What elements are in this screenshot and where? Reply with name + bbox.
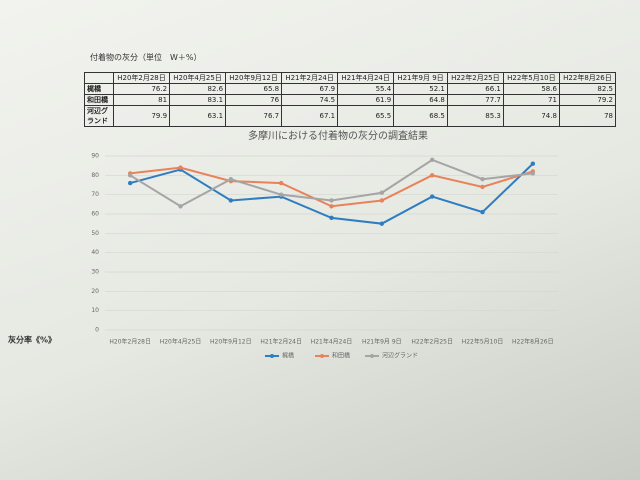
point [127, 173, 133, 178]
point [228, 177, 234, 182]
y-tick-label: 80 [91, 172, 99, 179]
legend-dot [320, 354, 324, 358]
point [127, 180, 133, 186]
legend-label: 和田橋 [332, 352, 350, 360]
data-table: H20年2月28日 H20年4月25日 H20年9月12日 H21年2月24日 H21年… [84, 72, 617, 127]
table-caption: 付着物の灰分（単位 W＋%） [90, 53, 202, 62]
cell: 68.5 [393, 105, 448, 127]
point [379, 221, 385, 226]
y-tick-label: 30 [91, 269, 99, 276]
header-row: H20年2月28日 H20年4月25日 H20年9月12日 H21年2月24日 H21年… [84, 72, 617, 84]
point [178, 204, 183, 209]
point [429, 157, 435, 163]
point [278, 180, 284, 186]
cell: 65.5 [337, 105, 395, 127]
y-tick-label: 70 [91, 191, 99, 198]
table-row: 河辺グランド 79.9 63.1 76.7 67.1 65.5 68.5 85.3 74.8 78 [84, 105, 617, 127]
x-tick-label: H22年8月26日 [512, 338, 554, 346]
legend-label: 河辺グランド [382, 352, 418, 360]
legend-dot [370, 354, 374, 358]
y-tick-label: 60 [91, 211, 99, 218]
x-tick-label: H20年4月25日 [160, 338, 202, 346]
point [228, 198, 234, 203]
cell: 78 [558, 105, 617, 127]
y-tick-label: 20 [91, 288, 99, 295]
y-axis-label: 灰分率《%》 [8, 335, 56, 345]
point [480, 209, 485, 215]
point [379, 190, 385, 195]
x-tick-label: H21年2月24日 [260, 338, 302, 346]
point [480, 177, 485, 182]
y-tick-label: 90 [91, 153, 99, 160]
point [530, 171, 536, 176]
series-line [129, 163, 534, 225]
cell: 67.1 [281, 105, 339, 127]
x-tick-label: H20年2月28日 [109, 338, 151, 346]
point [530, 161, 536, 166]
point [429, 173, 435, 178]
chart-title: 多摩川における付着物の灰分の調査結果 [248, 129, 428, 142]
point [429, 194, 435, 199]
table-body: 梶橋 76.2 82.6 65.8 67.9 55.4 52.1 66.1 58.6 82.5 和田… [84, 83, 617, 127]
y-tick-label: 10 [91, 307, 99, 314]
legend-dot [270, 354, 274, 358]
point [329, 215, 334, 221]
x-tick-label: H22年2月25日 [411, 338, 453, 346]
point [278, 192, 284, 197]
point [329, 204, 334, 209]
point [379, 198, 385, 203]
x-tick-label: H21年4月24日 [311, 338, 353, 346]
x-tick-label: H21年9月 9日 [362, 338, 402, 346]
x-tick-label: H22年5月10日 [462, 338, 504, 346]
y-tick-label: 0 [95, 327, 99, 334]
cell: 85.3 [446, 105, 504, 127]
y-tick-label: 40 [91, 249, 99, 256]
legend-label: 梶橋 [282, 352, 294, 360]
point [329, 198, 334, 203]
x-tick-label: H20年9月12日 [210, 338, 252, 346]
point [178, 165, 183, 170]
y-tick-label: 50 [91, 230, 99, 237]
point [480, 184, 485, 190]
